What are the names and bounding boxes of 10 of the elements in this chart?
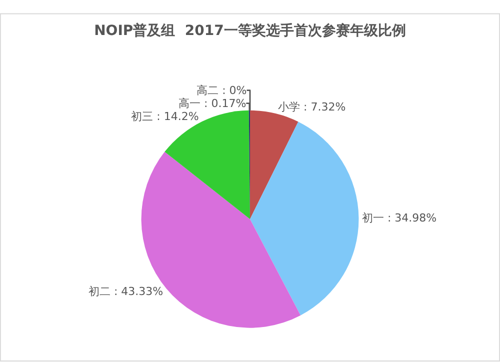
chart-title: NOIP普及组 2017一等奖选手首次参赛年级比例	[94, 22, 406, 40]
pie-slice	[250, 122, 359, 316]
category-label: 高二 : 0%	[196, 84, 247, 97]
slice-label: 初二 : 43.33%	[88, 284, 164, 298]
slice-label: 小学 : 7.32%	[278, 100, 346, 114]
slice-label: 初三 : 14.2%	[131, 110, 199, 123]
slice-label: 高一 : 0.17%	[178, 96, 246, 110]
pie-slice	[164, 110, 250, 220]
pie-slice	[250, 110, 298, 220]
slice-label: 初一 : 34.98%	[362, 211, 437, 224]
